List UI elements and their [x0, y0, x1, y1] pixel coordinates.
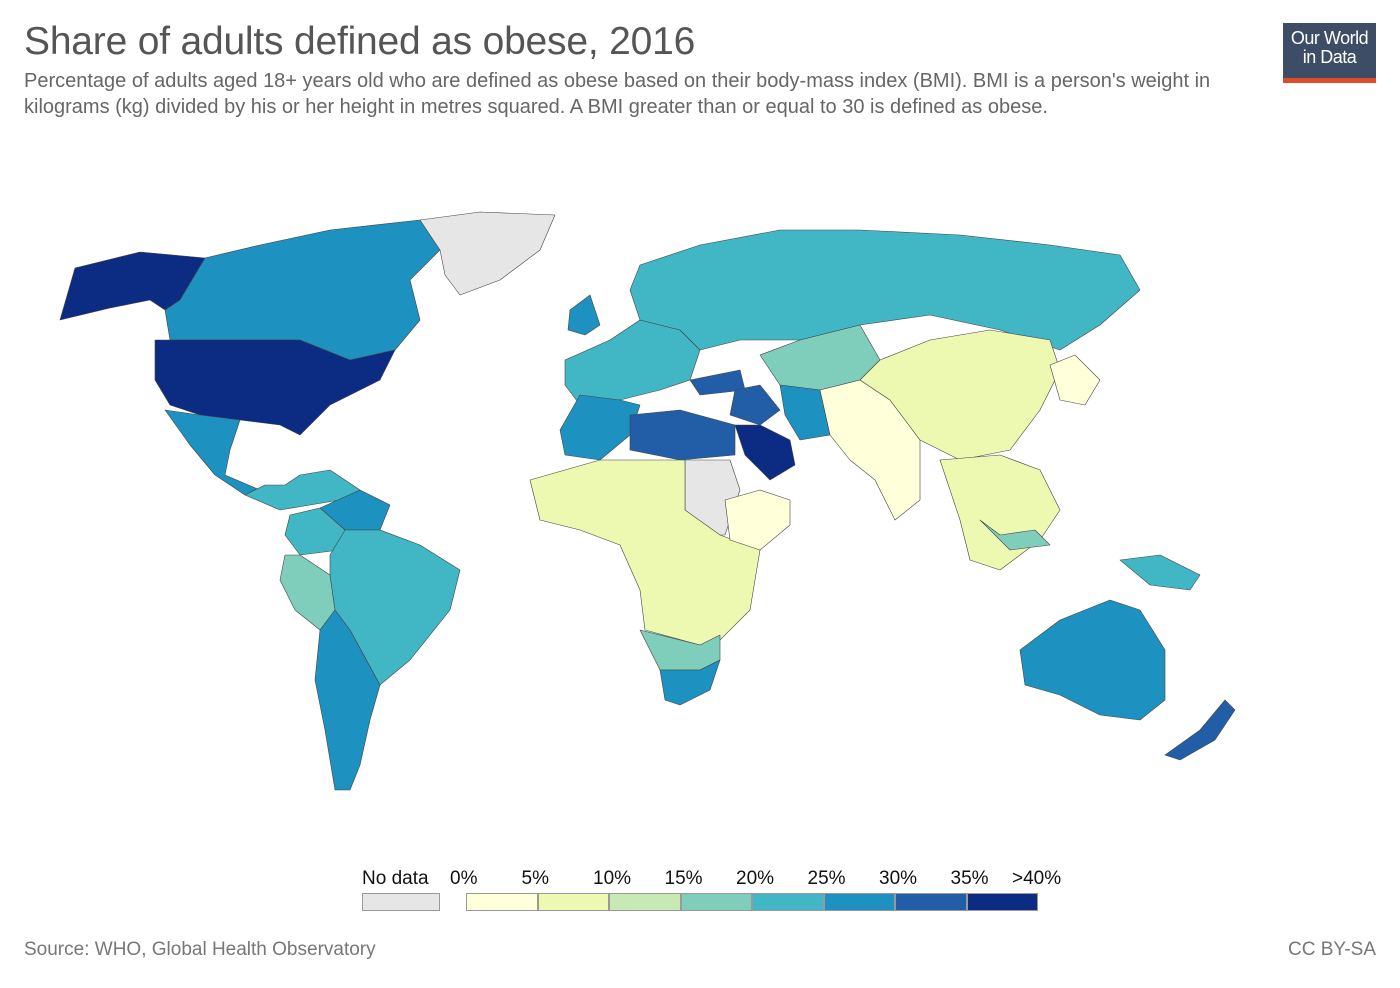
logo-accent-bar: [1283, 78, 1376, 83]
legend-tick-label: 15%: [664, 868, 703, 889]
country-region[interactable]: [559, 394, 641, 461]
country-region[interactable]: [1019, 599, 1166, 721]
legend-swatch: [466, 893, 538, 911]
logo-line-1: Our World: [1290, 28, 1369, 48]
legend-swatch: [966, 893, 1038, 911]
legend-tick-label: 35%: [950, 868, 989, 889]
legend-swatch: [680, 893, 752, 911]
legend-swatch: [537, 893, 609, 911]
country-region[interactable]: [629, 409, 736, 461]
country-region[interactable]: [629, 229, 1141, 351]
legend-tick-label: 25%: [807, 868, 846, 889]
legend-tick-label: 5%: [521, 868, 549, 889]
logo-line-2: in Data: [1302, 47, 1357, 67]
country-region[interactable]: [1049, 354, 1101, 406]
country-region[interactable]: [164, 219, 441, 361]
world-map: [59, 211, 1236, 791]
country-region[interactable]: [859, 329, 1061, 461]
country-region[interactable]: [979, 519, 1051, 551]
legend-tick-label: 10%: [593, 868, 632, 889]
legend-no-data-swatch: [362, 893, 440, 911]
country-region[interactable]: [279, 554, 336, 631]
country-region[interactable]: [1119, 554, 1201, 591]
country-region[interactable]: [1164, 699, 1236, 761]
chart-title: Share of adults defined as obese, 2016: [24, 20, 696, 63]
legend-end-label: >40%: [1012, 868, 1062, 889]
legend-tick-label: 0%: [450, 868, 478, 889]
legend-swatch: [752, 893, 824, 911]
country-region[interactable]: [724, 489, 791, 551]
legend: No data 0% 5% 10% 15% 20% 25% 30% 35% >40%: [0, 860, 1400, 920]
country-region[interactable]: [779, 384, 831, 441]
legend-tick-label: 20%: [736, 868, 775, 889]
country-region[interactable]: [939, 454, 1061, 571]
country-region[interactable]: [164, 409, 261, 496]
country-region[interactable]: [329, 529, 461, 686]
legend-no-data-label: No data: [362, 868, 429, 889]
country-region[interactable]: [659, 659, 721, 706]
owid-logo[interactable]: Our World in Data: [1283, 23, 1376, 83]
country-region[interactable]: [154, 339, 396, 436]
country-region[interactable]: [314, 609, 381, 791]
country-region[interactable]: [567, 294, 601, 336]
country-region[interactable]: [734, 424, 796, 481]
source-note: Source: WHO, Global Health Observatory: [24, 939, 376, 960]
legend-swatch: [895, 893, 967, 911]
legend-swatch: [609, 893, 681, 911]
chart-subtitle: Percentage of adults aged 18+ years old …: [24, 70, 1211, 118]
country-region[interactable]: [244, 469, 361, 511]
legend-tick-label: 30%: [879, 868, 918, 889]
legend-swatch: [823, 893, 895, 911]
license-note[interactable]: CC BY-SA: [1288, 939, 1376, 960]
country-region[interactable]: [729, 384, 781, 426]
country-region[interactable]: [419, 211, 556, 296]
